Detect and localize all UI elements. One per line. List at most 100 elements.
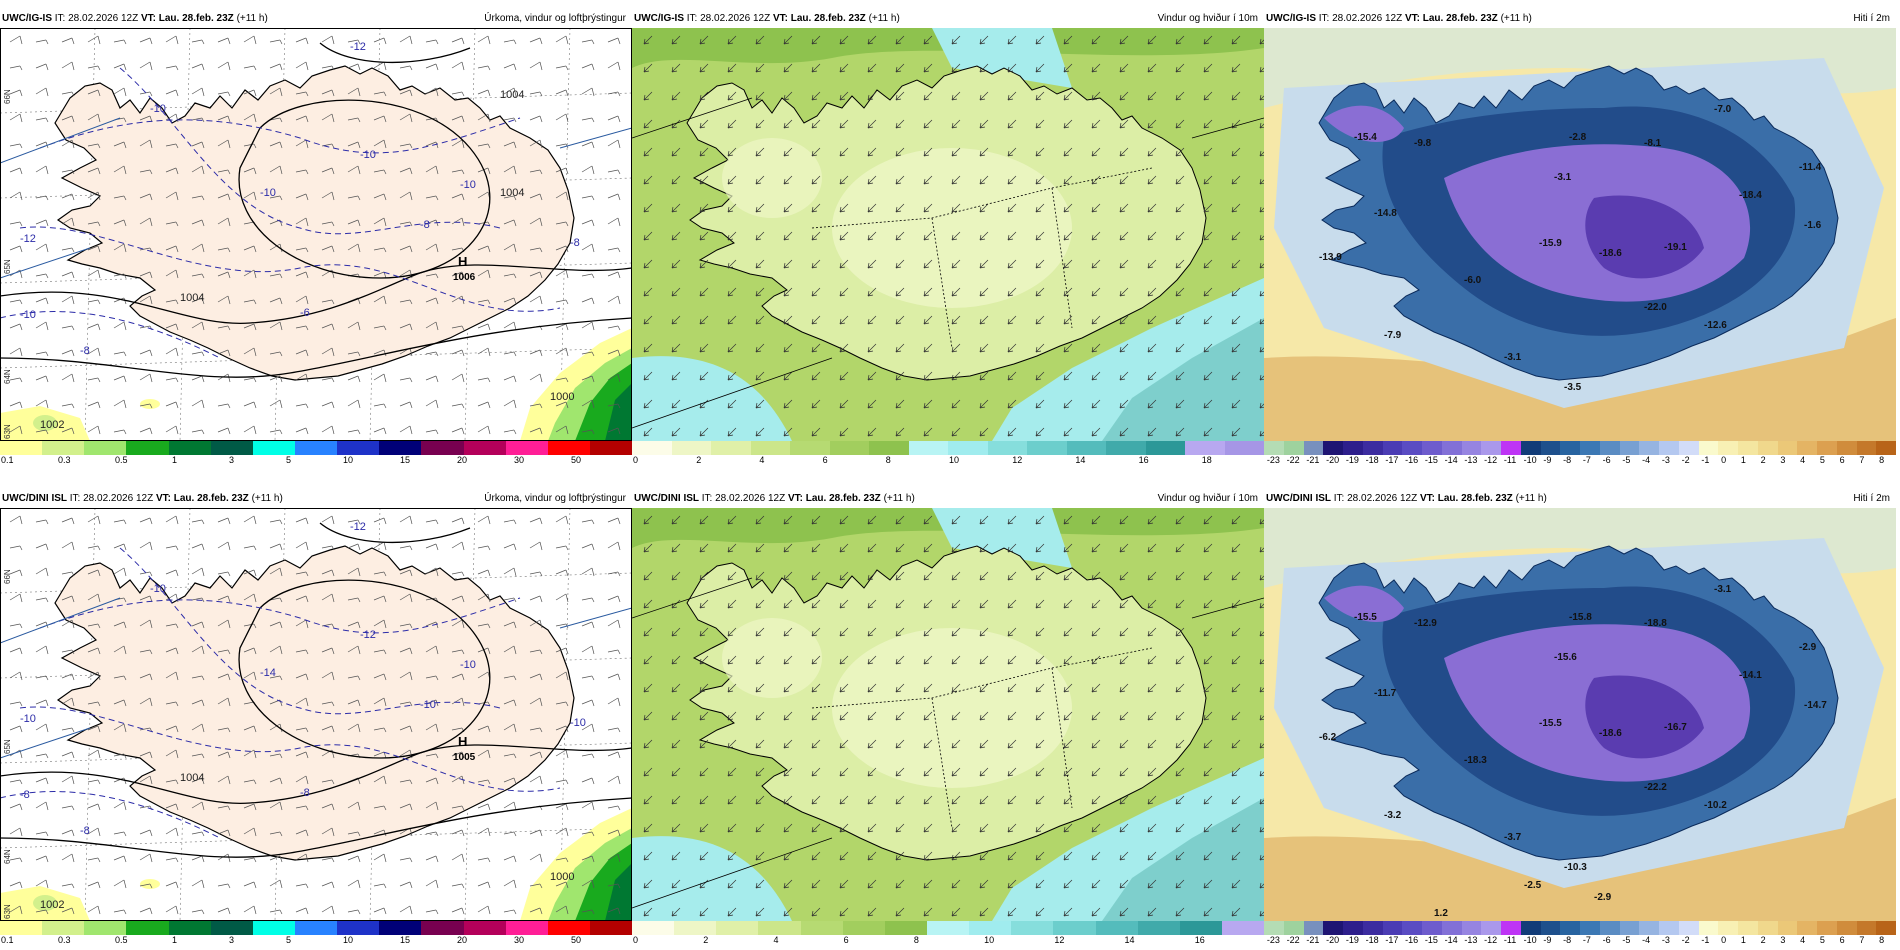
wind-arrow	[671, 119, 681, 129]
wind-arrow	[755, 571, 765, 581]
wind-barb	[513, 429, 517, 435]
wind-arrow	[923, 259, 933, 269]
front-line	[632, 837, 833, 909]
precip-map[interactable]: -12 -10 -12 -14 -10 -10 -10 -10 -8 -8 -8 1000 1002 10…	[0, 508, 632, 921]
wind-barb	[487, 881, 491, 889]
wind-barb	[513, 879, 517, 889]
wind-arrow	[867, 851, 877, 861]
wind-arrow	[1259, 402, 1264, 409]
wind-arrow	[951, 627, 961, 637]
wind-map[interactable]	[632, 508, 1264, 921]
wind-barb	[399, 245, 411, 251]
wind-barb	[503, 273, 515, 277]
wind-barb	[45, 219, 49, 227]
wind-barb	[503, 117, 515, 121]
wind-barb	[113, 831, 125, 835]
wind-arrow	[811, 231, 821, 241]
wind-barb	[217, 37, 229, 43]
wind-barb	[279, 165, 283, 175]
wind-barb	[35, 567, 47, 575]
scale-swatch	[1698, 441, 1719, 455]
wind-arrow	[1175, 343, 1185, 353]
wind-barb	[539, 403, 543, 409]
wind-arrow	[1007, 655, 1017, 665]
wind-arrow	[671, 515, 681, 525]
wind-barb	[581, 195, 593, 199]
wind-barb	[123, 675, 127, 681]
temperature-label: -18.6	[1599, 248, 1622, 259]
lead-time: (+11 h)	[1500, 13, 1532, 24]
wind-barb	[399, 269, 411, 277]
front-line	[632, 577, 753, 619]
wind-arrow	[867, 175, 877, 185]
wind-barb	[149, 517, 153, 525]
wind-barb	[565, 569, 569, 577]
wind-arrow	[1259, 178, 1264, 185]
wind-barb	[451, 775, 463, 783]
precip-scale-ticks: 0.1 0.3 0.5 1 3 5 10 15 20 30 50	[0, 455, 632, 467]
wind-barb	[555, 35, 567, 43]
wind-arrow	[671, 907, 681, 917]
wind-barb	[347, 699, 359, 705]
wind-arrow	[951, 231, 961, 241]
wind-arrow	[1231, 147, 1241, 157]
wind-barb	[113, 375, 125, 381]
wind-barb	[425, 165, 437, 173]
wind-barb	[565, 35, 569, 45]
wind-arrow	[1203, 287, 1213, 297]
wind-barb	[425, 855, 437, 861]
wind-barb	[253, 245, 257, 253]
wind-barb	[165, 89, 177, 95]
wind-barb	[617, 247, 621, 253]
wind-arrow	[1063, 851, 1073, 861]
wind-barb	[279, 429, 283, 435]
temp-zone	[1264, 28, 1896, 108]
scale-swatch	[1738, 921, 1758, 935]
wind-arrow	[727, 515, 737, 525]
wind-barb	[477, 143, 489, 147]
temp-map[interactable]: -15.4 -9.8 -2.8 -8.1 -7.0 -11.4 -3.1 -18.4 -14.8…	[1264, 28, 1896, 441]
wind-barb	[87, 245, 99, 251]
wind-barb	[503, 675, 515, 679]
wind-arrow	[1119, 907, 1129, 917]
wind-barb	[45, 297, 49, 305]
wind-barb	[175, 647, 179, 655]
wind-arrow	[643, 343, 653, 353]
wind-barb	[243, 269, 255, 277]
wind-arrow	[1119, 711, 1129, 721]
wind-barb	[555, 827, 567, 835]
precip-map[interactable]: -12 -10 -10 -10 -10 -8 -8 -12 -10 -8 -6 1000 1002 100…	[0, 28, 632, 441]
wind-barb	[227, 571, 231, 577]
wind-barb	[321, 221, 333, 225]
wind-barb	[279, 273, 283, 279]
wind-barb	[269, 39, 281, 43]
wind-arrow	[1035, 599, 1045, 609]
wind-barb	[113, 879, 125, 887]
wind-barb	[607, 883, 619, 887]
wind-arrow	[979, 515, 989, 525]
wind-barb	[425, 195, 437, 199]
wind-barb	[149, 427, 153, 435]
scale-tick-label: 30	[514, 455, 525, 465]
temp-map[interactable]: -15.5 -12.9 -15.8 -18.8 -3.1 -2.9 -15.6 -14.1 -1…	[1264, 508, 1896, 921]
wind-barb	[139, 673, 151, 679]
wind-arrow	[979, 147, 989, 157]
wind-barb	[113, 777, 125, 783]
wind-barb	[243, 701, 255, 705]
wind-barb	[513, 777, 517, 785]
panel-temp-row1: UWC/IG-IS IT: 28.02.2026 12Z VT: Lau. 28…	[1264, 10, 1896, 470]
wind-arrow	[1091, 599, 1101, 609]
scale-tick-label: -15	[1424, 935, 1438, 945]
wind-barb	[139, 295, 151, 303]
scale-swatch	[790, 441, 830, 455]
wind-map[interactable]	[632, 28, 1264, 441]
isobar-line	[0, 264, 632, 324]
wind-barb	[139, 115, 151, 121]
wind-barb	[253, 113, 257, 123]
wind-barb	[61, 349, 73, 355]
wind-barb	[425, 243, 437, 251]
wind-barb	[331, 425, 335, 435]
wind-barb	[565, 779, 569, 785]
wind-arrow	[1007, 515, 1017, 525]
wind-barb	[113, 621, 125, 627]
